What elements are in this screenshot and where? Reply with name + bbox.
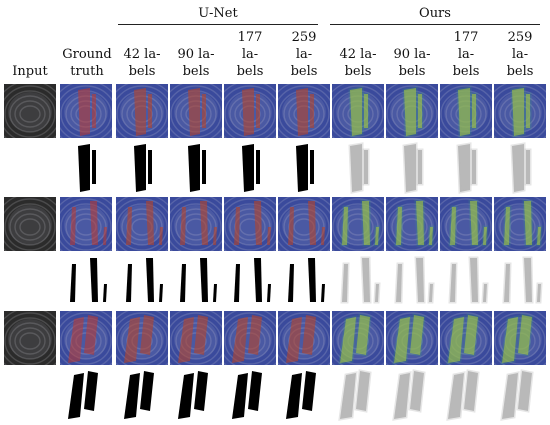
ground-truth-overlay — [60, 311, 112, 365]
ground-truth-overlay — [60, 84, 112, 138]
ours-probability-map — [332, 140, 384, 194]
method-column-label: bels — [182, 64, 210, 79]
method-column-label: 259 — [507, 30, 533, 45]
ours-probability-map — [494, 367, 546, 421]
ours-overlay — [332, 84, 384, 138]
ours-group-rule — [330, 24, 540, 25]
unet-mask — [170, 367, 222, 421]
ours-probability-map — [440, 140, 492, 194]
ours-probability-map — [386, 140, 438, 194]
method-column-label: bels — [344, 64, 372, 79]
method-column-label: 90 la- — [393, 47, 431, 62]
method-column-label: bels — [506, 64, 534, 79]
unet-overlay — [116, 197, 168, 251]
ours-overlay — [494, 84, 546, 138]
unet-mask — [170, 254, 222, 308]
method-column-label: la- — [457, 47, 475, 62]
unet-mask — [278, 140, 330, 194]
input-ultrasound-image — [4, 311, 56, 365]
unet-mask — [278, 367, 330, 421]
ours-probability-map — [332, 254, 384, 308]
ours-probability-map — [332, 367, 384, 421]
unet-mask — [224, 367, 276, 421]
unet-overlay — [278, 197, 330, 251]
unet-overlay — [170, 311, 222, 365]
unet-mask — [278, 254, 330, 308]
method-column-label: 177 — [453, 30, 479, 45]
unet-group-label: U-Net — [198, 6, 238, 21]
unet-mask — [224, 140, 276, 194]
method-column-label: la- — [295, 47, 313, 62]
unet-mask — [116, 367, 168, 421]
ground-truth-mask — [60, 367, 112, 421]
ground-truth-label-line1: Ground — [62, 47, 112, 62]
ground-truth-mask — [60, 140, 112, 194]
method-column-label: bels — [290, 64, 318, 79]
unet-overlay — [170, 197, 222, 251]
unet-mask — [116, 140, 168, 194]
ours-overlay — [386, 84, 438, 138]
unet-overlay — [116, 311, 168, 365]
ours-overlay — [440, 197, 492, 251]
method-column-label: 42 la- — [123, 47, 161, 62]
input-column-label: Input — [12, 64, 48, 79]
ours-overlay — [494, 311, 546, 365]
ours-overlay — [386, 197, 438, 251]
ours-overlay — [332, 311, 384, 365]
input-ultrasound-image — [4, 197, 56, 251]
ours-overlay — [332, 197, 384, 251]
unet-overlay — [278, 311, 330, 365]
ours-probability-map — [494, 140, 546, 194]
ground-truth-label-line2: truth — [70, 64, 104, 79]
unet-overlay — [116, 84, 168, 138]
method-column-label: la- — [241, 47, 259, 62]
ours-overlay — [440, 311, 492, 365]
unet-overlay — [224, 197, 276, 251]
input-ultrasound-image — [4, 84, 56, 138]
method-column-label: la- — [511, 47, 529, 62]
ours-probability-map — [386, 367, 438, 421]
ours-probability-map — [494, 254, 546, 308]
method-column-label: 90 la- — [177, 47, 215, 62]
method-column-label: 177 — [237, 30, 263, 45]
unet-overlay — [278, 84, 330, 138]
unet-mask — [116, 254, 168, 308]
method-column-label: bels — [452, 64, 480, 79]
unet-mask — [224, 254, 276, 308]
ground-truth-mask — [60, 254, 112, 308]
ours-probability-map — [386, 254, 438, 308]
method-column-label: bels — [128, 64, 156, 79]
unet-overlay — [224, 311, 276, 365]
ours-group-label: Ours — [419, 6, 451, 21]
ours-probability-map — [440, 254, 492, 308]
method-column-label: 259 — [291, 30, 317, 45]
ground-truth-overlay — [60, 197, 112, 251]
ours-overlay — [494, 197, 546, 251]
ours-probability-map — [440, 367, 492, 421]
method-column-label: bels — [398, 64, 426, 79]
method-column-label: 42 la- — [339, 47, 377, 62]
unet-overlay — [170, 84, 222, 138]
ours-overlay — [386, 311, 438, 365]
ours-overlay — [440, 84, 492, 138]
unet-overlay — [224, 84, 276, 138]
unet-mask — [170, 140, 222, 194]
method-column-label: bels — [236, 64, 264, 79]
unet-group-rule — [118, 24, 318, 25]
